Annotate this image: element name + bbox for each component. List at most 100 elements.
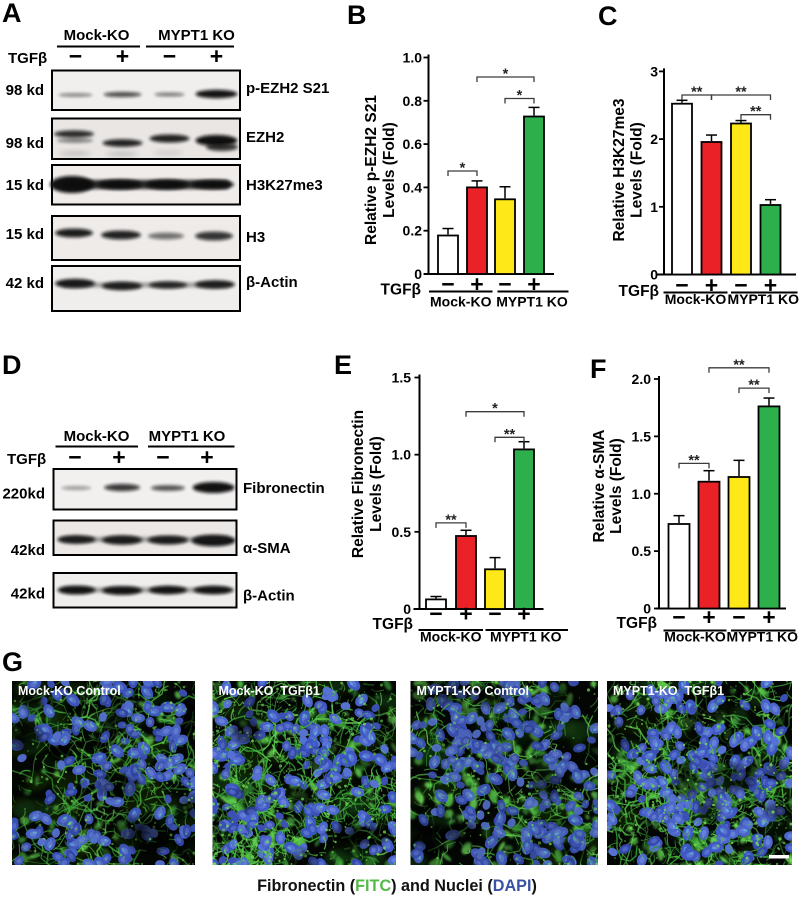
svg-text:0: 0 [643,601,651,617]
svg-text:42kd: 42kd [11,542,45,559]
svg-text:0.2: 0.2 [403,223,423,239]
svg-text:−: − [672,604,685,630]
svg-text:15 kd: 15 kd [6,177,44,194]
svg-text:+: + [210,43,223,69]
svg-text:Mock-KO: Mock-KO [665,291,727,307]
svg-text:MYPT1-KO Control: MYPT1-KO Control [417,684,530,698]
svg-text:+: + [200,444,213,470]
svg-text:42 kd: 42 kd [6,275,44,292]
svg-text:0: 0 [414,266,422,282]
svg-text:*: * [460,161,466,177]
svg-text:0: 0 [403,601,411,617]
svg-text:0.4: 0.4 [403,179,423,195]
svg-text:F: F [590,354,607,384]
svg-text:A: A [2,0,22,28]
svg-text:98 kd: 98 kd [6,135,44,152]
svg-text:1.5: 1.5 [632,428,652,444]
svg-text:**: ** [750,104,762,120]
svg-text:TGFβ: TGFβ [381,282,421,299]
svg-text:−: − [68,444,81,470]
svg-text:MYPT1 KO: MYPT1 KO [158,27,235,44]
svg-text:**: ** [445,512,457,528]
svg-text:+: + [116,43,129,69]
svg-text:−: − [732,604,745,630]
svg-text:Relative p-EZH2 S21: Relative p-EZH2 S21 [363,95,380,245]
svg-text:1: 1 [650,199,658,215]
svg-text:Mock-KO: Mock-KO [420,629,482,645]
svg-text:Levels (Fold): Levels (Fold) [368,436,385,532]
svg-text:β-Actin: β-Actin [246,274,298,291]
svg-text:0.5: 0.5 [632,543,652,559]
svg-text:TGFβ: TGFβ [8,50,47,67]
svg-text:D: D [2,350,22,380]
svg-text:*: * [517,88,523,104]
svg-text:Levels (Fold): Levels (Fold) [381,122,398,218]
svg-text:MYPT1-KO TGFβ1: MYPT1-KO TGFβ1 [613,684,724,698]
svg-text:**: ** [688,453,700,469]
svg-text:1.5: 1.5 [392,370,412,386]
svg-text:1.0: 1.0 [632,486,652,502]
svg-text:TGFβ: TGFβ [7,451,46,468]
svg-text:Relative α-SMA: Relative α-SMA [591,430,608,543]
svg-text:+: + [517,601,530,627]
svg-text:p-EZH2 S21: p-EZH2 S21 [246,80,329,97]
svg-text:1.0: 1.0 [403,50,423,66]
svg-text:3: 3 [650,63,658,79]
svg-text:15 kd: 15 kd [6,226,44,243]
svg-text:MYPT1 KO: MYPT1 KO [490,629,562,645]
svg-text:+: + [459,601,472,627]
svg-text:**: ** [504,427,516,443]
svg-text:1.0: 1.0 [392,447,412,463]
svg-text:α-SMA: α-SMA [243,540,291,557]
svg-text:**: ** [735,85,747,101]
svg-text:H3K27me3: H3K27me3 [246,177,323,194]
svg-text:MYPT1 KO: MYPT1 KO [727,291,799,307]
svg-text:Levels (Fold): Levels (Fold) [608,438,625,534]
svg-text:Relative H3K27me3: Relative H3K27me3 [611,98,628,241]
svg-text:−: − [156,444,169,470]
svg-text:β-Actin: β-Actin [243,588,295,605]
svg-text:98 kd: 98 kd [6,82,44,99]
svg-text:−: − [488,601,501,627]
svg-text:C: C [598,1,618,31]
svg-text:MYPT1 KO: MYPT1 KO [149,428,226,445]
svg-text:**: ** [733,357,745,373]
svg-text:Mock-KO: Mock-KO [430,294,492,310]
svg-text:TGFβ: TGFβ [617,615,657,632]
svg-text:MYPT1 KO: MYPT1 KO [726,629,798,645]
svg-text:0.6: 0.6 [403,136,423,152]
svg-text:Mock-KO: Mock-KO [664,629,726,645]
svg-text:Relative Fibronectin: Relative Fibronectin [350,410,367,558]
svg-text:H3: H3 [246,229,265,246]
svg-text:B: B [347,0,367,30]
svg-text:−: − [429,601,442,627]
svg-text:TGFβ: TGFβ [619,283,659,300]
svg-text:**: ** [748,378,760,394]
svg-text:Mock-KO: Mock-KO [64,428,130,445]
svg-text:0.8: 0.8 [403,93,423,109]
svg-text:Mock-KO TGFβ1: Mock-KO TGFβ1 [219,684,320,698]
svg-text:0: 0 [650,267,658,283]
svg-text:MYPT1 KO: MYPT1 KO [496,294,568,310]
svg-text:−: − [69,43,82,69]
svg-text:*: * [492,401,498,417]
svg-text:Levels (Fold): Levels (Fold) [629,122,646,218]
svg-text:+: + [702,604,715,630]
svg-text:2: 2 [650,131,658,147]
svg-text:2.0: 2.0 [632,371,652,387]
svg-text:**: ** [691,85,703,101]
svg-text:Mock-KO Control: Mock-KO Control [18,684,121,698]
svg-text:−: − [163,43,176,69]
svg-text:0.5: 0.5 [392,524,412,540]
svg-text:G: G [2,647,23,677]
svg-text:EZH2: EZH2 [246,129,284,146]
svg-text:+: + [762,604,775,630]
svg-text:*: * [503,67,509,83]
svg-text:Fibronectin (FITC) and Nuclei: Fibronectin (FITC) and Nuclei (DAPI) [257,877,537,895]
svg-text:Mock-KO: Mock-KO [64,27,130,44]
svg-text:+: + [112,444,125,470]
svg-text:TGFβ: TGFβ [373,616,413,633]
svg-text:Fibronectin: Fibronectin [243,480,325,497]
svg-text:E: E [334,350,352,380]
svg-text:42kd: 42kd [11,586,45,603]
